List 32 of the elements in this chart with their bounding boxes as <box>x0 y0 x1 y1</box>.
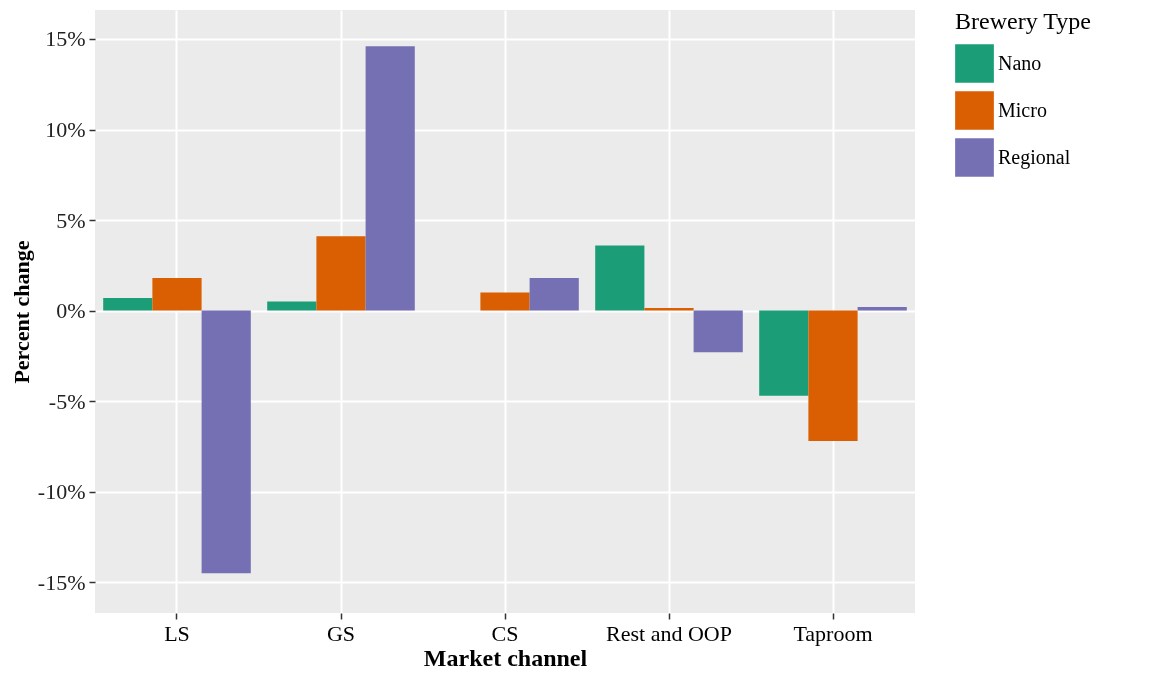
bar <box>808 310 858 441</box>
legend-label: Nano <box>998 51 1042 74</box>
bar <box>644 307 694 311</box>
bar <box>529 278 579 311</box>
y-tick-label: 5% <box>56 207 86 233</box>
x-tick-label: Taproom <box>793 620 873 646</box>
legend-title: Brewery Type <box>955 8 1091 34</box>
bar <box>693 310 743 353</box>
x-tick-label: GS <box>326 620 356 646</box>
y-tick-label: 10% <box>45 117 86 143</box>
bar <box>152 278 202 311</box>
bar <box>857 306 907 311</box>
bar <box>103 297 153 311</box>
legend-label: Micro <box>998 98 1047 121</box>
y-tick-label: -5% <box>48 388 86 414</box>
legend-label: Regional <box>998 145 1071 169</box>
x-tick-label: CS <box>491 620 519 646</box>
x-tick-label: LS <box>164 620 190 646</box>
x-axis-title: Market channel <box>423 644 588 671</box>
bar <box>759 310 809 396</box>
bar <box>365 46 415 311</box>
bar <box>480 292 530 311</box>
bar <box>201 310 251 574</box>
y-tick-label: -10% <box>37 479 86 505</box>
y-tick-label: 0% <box>56 298 86 324</box>
y-tick-label: -15% <box>37 569 86 595</box>
y-axis-title: Percent change <box>8 240 34 384</box>
y-tick-label: 15% <box>45 26 86 52</box>
bar <box>595 245 645 311</box>
x-tick-label: Rest and OOP <box>606 620 732 646</box>
bar <box>316 236 366 311</box>
bar <box>267 301 317 311</box>
